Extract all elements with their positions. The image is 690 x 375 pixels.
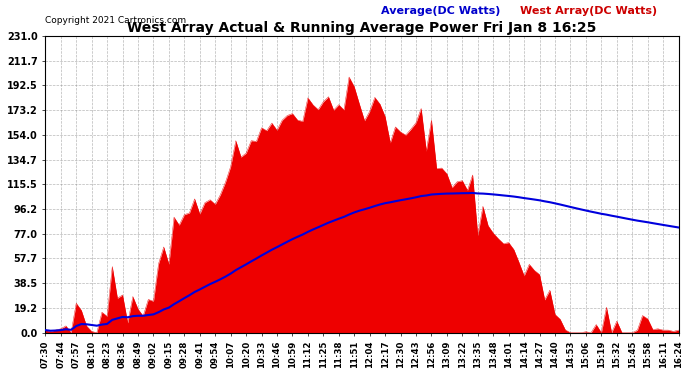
Text: Average(DC Watts): Average(DC Watts)	[381, 6, 500, 16]
Title: West Array Actual & Running Average Power Fri Jan 8 16:25: West Array Actual & Running Average Powe…	[127, 21, 597, 34]
Text: Copyright 2021 Cartronics.com: Copyright 2021 Cartronics.com	[46, 16, 186, 26]
Text: West Array(DC Watts): West Array(DC Watts)	[520, 6, 658, 16]
